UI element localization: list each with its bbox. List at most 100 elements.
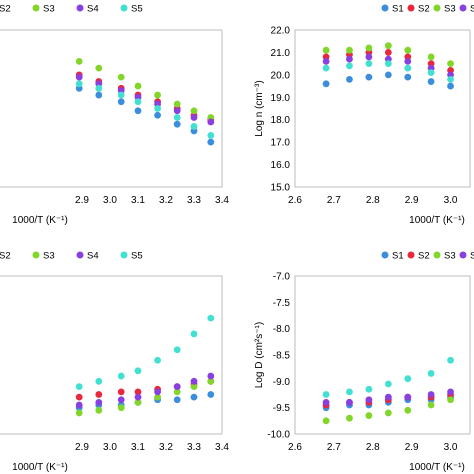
data-point <box>207 138 215 146</box>
y-tick-label: -9.0 <box>273 377 291 388</box>
data-point <box>190 377 198 385</box>
series-S1 <box>322 71 454 90</box>
data-point <box>154 91 162 99</box>
chart-panel-2: 2.6 2.7 2.8 2.9 3.0 1000/T (K⁻¹) 15.0 16.0 17.0 1… <box>254 4 474 227</box>
legend-label: S2 <box>0 4 11 15</box>
data-point <box>117 91 125 99</box>
chart-panel-1: 2.9 3.0 3.1 3.2 3.3 3.4 1000/T (K⁻¹) S2 S3 S4 S5 <box>0 4 229 226</box>
data-point <box>95 64 103 72</box>
x-tick-label: 2.7 <box>327 442 341 453</box>
data-point <box>447 388 454 396</box>
y-tick-label: 18.0 <box>271 115 291 126</box>
plot-frame <box>0 29 223 188</box>
data-point <box>322 64 330 72</box>
y-tick-label: -10.0 <box>267 430 290 441</box>
data-point <box>346 399 353 406</box>
x-axis-label: 1000/T (K⁻¹) <box>12 215 68 226</box>
x-tick-label: 2.9 <box>75 195 89 206</box>
x-tick-label: 3.0 <box>103 195 117 206</box>
data-point <box>404 73 412 81</box>
y-tick-label: 16.0 <box>271 160 291 171</box>
legend-marker <box>76 4 84 12</box>
x-axis-label: 1000/T (K⁻¹) <box>409 215 465 226</box>
x-tick-label: 3.3 <box>187 442 201 453</box>
x-tick-label: 2.6 <box>288 195 302 206</box>
data-point <box>75 383 83 390</box>
data-point <box>207 377 215 385</box>
data-point <box>154 111 162 119</box>
x-tick-label: 2.9 <box>405 195 419 206</box>
data-point <box>117 73 125 81</box>
series-S3 <box>322 42 454 68</box>
y-axis-label: Log n (cm⁻³) <box>254 80 265 136</box>
data-point <box>75 409 83 417</box>
data-point <box>322 80 330 88</box>
data-point <box>346 414 353 422</box>
data-point <box>427 53 435 61</box>
y-tick-label: 17.0 <box>271 138 291 149</box>
x-tick-label: 3.2 <box>159 442 173 453</box>
legend-marker <box>433 4 441 12</box>
data-point <box>173 120 181 128</box>
legend-label: S3 <box>444 4 456 15</box>
data-point <box>117 372 125 380</box>
legend: S2 S3 S4 S5 <box>0 251 143 262</box>
data-point <box>190 393 198 401</box>
data-point <box>404 406 412 414</box>
legend-marker <box>32 4 40 12</box>
data-point <box>173 388 181 396</box>
data-point <box>173 383 181 390</box>
data-point <box>322 46 330 54</box>
legend-label: S4 <box>470 251 474 262</box>
y-tick-label: 15.0 <box>271 183 291 194</box>
data-point <box>190 114 198 121</box>
y-tick-label: 20.0 <box>271 70 291 81</box>
legend-label: S2 <box>418 4 430 15</box>
data-point <box>75 58 83 65</box>
data-point <box>384 393 392 401</box>
chart-panel-4: 2.6 2.7 2.8 2.9 3.0 1000/T (K⁻¹) -10.0 -9.5 -9.0… <box>254 251 474 474</box>
series-S5 <box>75 80 215 139</box>
data-point <box>346 388 353 396</box>
data-point <box>384 49 392 56</box>
data-point <box>365 44 373 52</box>
legend-marker <box>76 251 84 259</box>
legend-marker <box>459 251 467 259</box>
y-axis-label: Log D (cm²s⁻¹) <box>254 322 265 388</box>
series-S5 <box>322 356 454 398</box>
x-tick-label: 3.4 <box>215 195 229 206</box>
x-tick-label: 2.8 <box>366 442 380 453</box>
legend-marker <box>433 251 441 259</box>
series-S5 <box>75 314 215 390</box>
data-point <box>427 401 435 409</box>
data-point <box>384 409 392 417</box>
legend-marker <box>407 251 415 259</box>
y-tick-label: -7.0 <box>273 272 291 283</box>
data-point <box>365 385 373 393</box>
plot-frame <box>294 275 471 435</box>
data-point <box>75 393 83 401</box>
data-point <box>173 107 181 115</box>
data-point <box>427 78 435 85</box>
x-tick-label: 3.2 <box>159 195 173 206</box>
data-point <box>346 62 353 70</box>
x-tick-label: 2.7 <box>327 195 341 206</box>
x-tick-label: 3.4 <box>215 442 229 453</box>
legend-label: S4 <box>87 251 99 262</box>
data-point <box>384 71 392 79</box>
data-point <box>190 383 198 390</box>
data-point <box>173 100 181 108</box>
data-point <box>207 132 215 139</box>
y-tick-label: -9.5 <box>273 403 291 414</box>
legend-marker <box>459 4 467 12</box>
data-point <box>427 69 435 77</box>
data-point <box>117 98 125 106</box>
data-point <box>154 393 162 401</box>
data-point <box>447 82 454 90</box>
data-point <box>134 367 142 375</box>
legend-label: S5 <box>131 4 143 15</box>
legend-label: S2 <box>418 251 430 262</box>
data-point <box>384 42 392 50</box>
